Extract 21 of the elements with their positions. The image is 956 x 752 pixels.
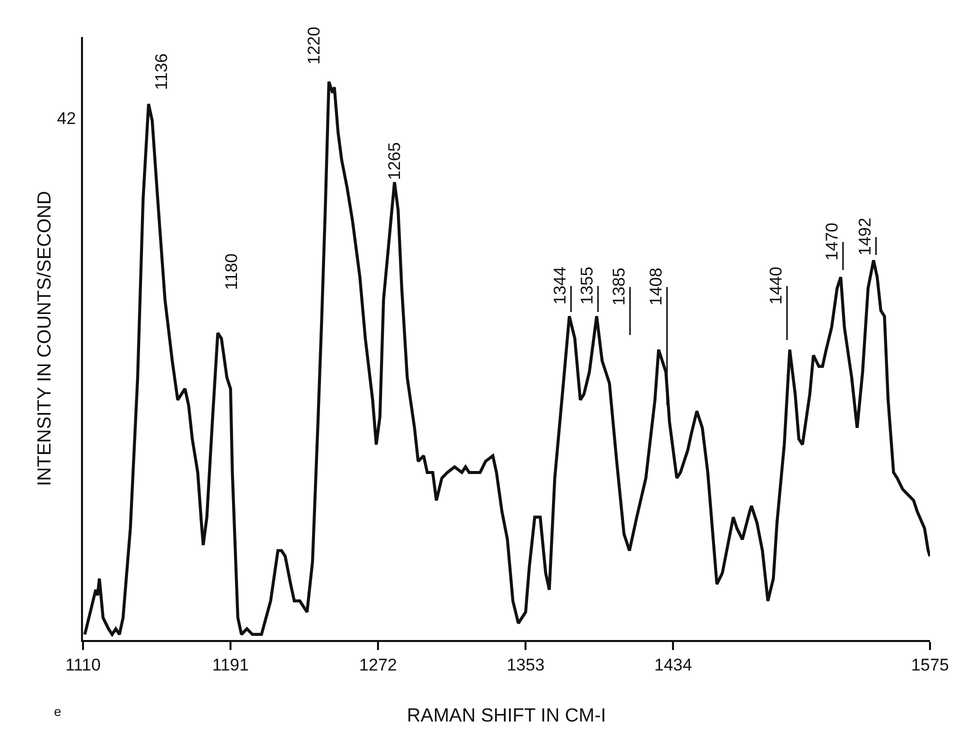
x-tick-label: 1434: [654, 655, 692, 674]
annotation: 1385: [610, 268, 628, 306]
annotation: 1492: [856, 218, 874, 256]
y-axis-title: INTENSITY IN COUNTS/SECOND: [34, 190, 56, 486]
annotation: 1440: [766, 266, 786, 304]
text: 42: [57, 109, 76, 128]
x-tick-label: 1575: [911, 655, 949, 674]
annotation: 1355: [578, 266, 596, 304]
text: 1220: [304, 26, 324, 64]
x-axis-title: RAMAN SHIFT IN CM-I: [406, 706, 606, 727]
annotation: 1470: [822, 222, 842, 260]
x-tick-label: 1353: [506, 655, 545, 674]
x-tick-label: 1191: [212, 655, 249, 674]
annotation: 1180: [222, 253, 241, 290]
annotation: 1344: [550, 266, 570, 304]
text: e: [54, 704, 62, 719]
x-tick-label: 1110: [65, 655, 101, 674]
annotation: 1136: [152, 53, 171, 90]
annotation: 1408: [646, 268, 666, 306]
x-tick-label: 1272: [359, 655, 397, 674]
annotation: 1265: [385, 142, 404, 180]
